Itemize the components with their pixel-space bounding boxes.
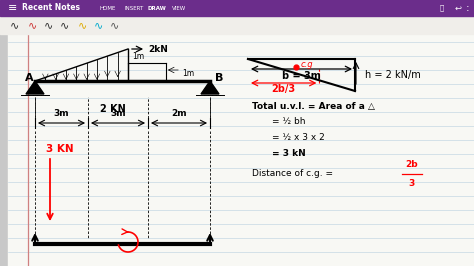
Text: ∿: ∿ — [10, 20, 19, 30]
Text: HOME: HOME — [100, 6, 117, 10]
Text: 1m: 1m — [182, 69, 194, 78]
Text: 2b: 2b — [406, 160, 419, 169]
Bar — [0, 16, 474, 34]
Polygon shape — [26, 81, 44, 94]
Text: = 3 kN: = 3 kN — [272, 149, 306, 159]
Text: ∿: ∿ — [94, 20, 103, 30]
Text: 2 KN: 2 KN — [100, 104, 126, 114]
Text: :: : — [466, 3, 470, 13]
Text: DRAW: DRAW — [148, 6, 167, 10]
Text: ≡: ≡ — [8, 3, 18, 13]
Text: ∿: ∿ — [28, 20, 37, 30]
Text: INSERT: INSERT — [125, 6, 144, 10]
Polygon shape — [201, 81, 219, 94]
Text: 3m: 3m — [110, 109, 126, 118]
Text: b = 3m: b = 3m — [282, 71, 321, 81]
Text: 2kN: 2kN — [148, 44, 168, 53]
Text: 2m: 2m — [171, 109, 187, 118]
Polygon shape — [35, 49, 128, 81]
Text: 3m: 3m — [54, 109, 69, 118]
Text: Distance of c.g. =: Distance of c.g. = — [252, 169, 336, 178]
Text: 3: 3 — [409, 179, 415, 188]
Text: = ½ x 3 x 2: = ½ x 3 x 2 — [272, 134, 325, 143]
Text: ↩: ↩ — [455, 3, 462, 13]
Text: ∿: ∿ — [44, 20, 54, 30]
Text: Total u.v.l. = Area of a △: Total u.v.l. = Area of a △ — [252, 102, 375, 110]
Text: Recent Notes: Recent Notes — [22, 3, 80, 13]
Text: ∿: ∿ — [110, 20, 119, 30]
Text: ∿: ∿ — [78, 20, 87, 30]
Text: 2b/3: 2b/3 — [272, 84, 296, 94]
Text: 1m: 1m — [132, 52, 144, 61]
Text: A: A — [25, 73, 34, 83]
Text: 3 KN: 3 KN — [46, 144, 73, 154]
Text: ∿: ∿ — [60, 20, 69, 30]
Bar — [0, 0, 474, 16]
Text: B: B — [215, 73, 223, 83]
Text: c.g: c.g — [300, 60, 313, 69]
Text: h = 2 kN/m: h = 2 kN/m — [365, 70, 421, 80]
Text: = ½ bh: = ½ bh — [272, 118, 306, 127]
Text: VIEW: VIEW — [172, 6, 186, 10]
Bar — [8, 34, 474, 266]
Text: 🔍: 🔍 — [440, 5, 444, 11]
